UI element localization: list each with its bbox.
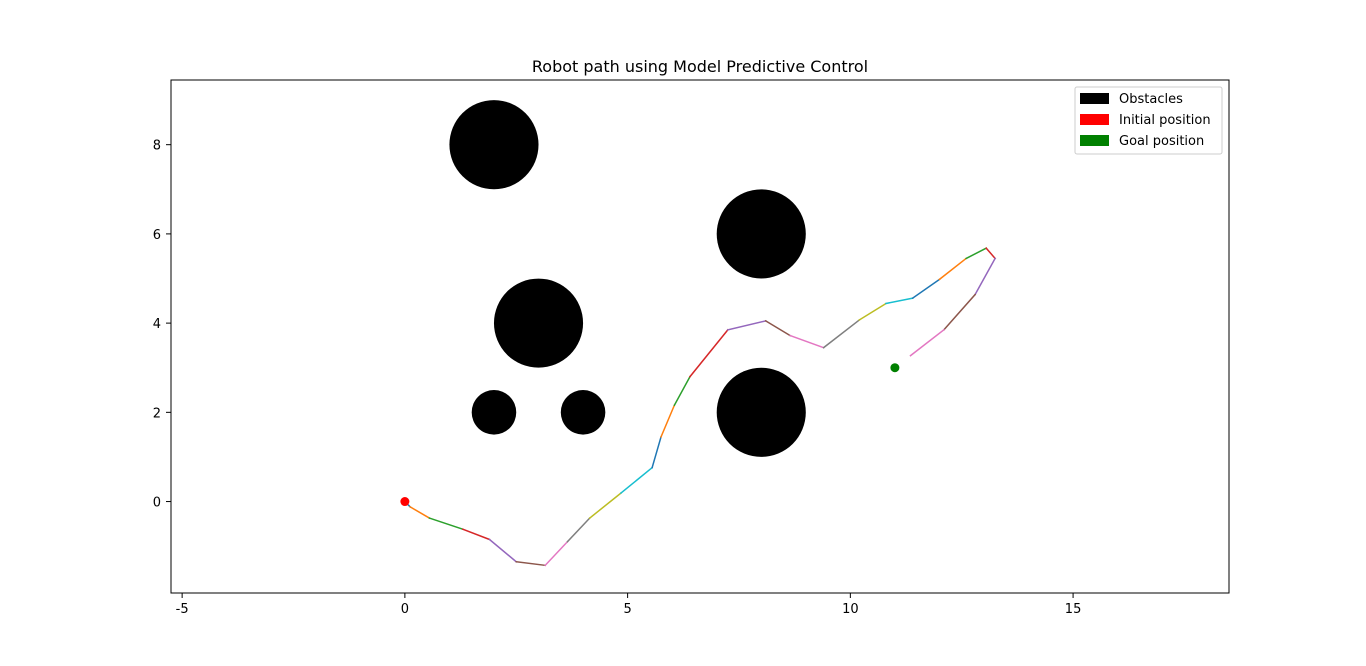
path-segment-17 bbox=[789, 334, 825, 349]
path-segment-3 bbox=[428, 517, 464, 531]
legend-swatch-goal-position bbox=[1080, 135, 1109, 146]
path-segment-23 bbox=[965, 247, 988, 260]
x-tick-label: -5 bbox=[176, 602, 189, 617]
path-segment-9 bbox=[588, 492, 622, 520]
path-segment-7 bbox=[544, 540, 569, 567]
path-segment-4 bbox=[461, 528, 491, 541]
initial-position-marker bbox=[400, 497, 410, 507]
legend-swatch-initial-position bbox=[1080, 114, 1109, 125]
obstacle-4 bbox=[471, 390, 517, 435]
axis-ticks: -5 0 5 10 15 0 2 4 6 8 bbox=[153, 139, 1082, 617]
path-segment-15 bbox=[726, 319, 767, 331]
plot-area bbox=[400, 100, 997, 567]
obstacle-5 bbox=[560, 390, 606, 435]
path-segment-6 bbox=[515, 560, 547, 567]
path-segment-5 bbox=[488, 538, 518, 563]
y-tick-label: 2 bbox=[153, 406, 161, 421]
goal-position-marker bbox=[890, 363, 900, 373]
path-segment-22 bbox=[938, 257, 968, 281]
obstacle-3 bbox=[493, 278, 584, 368]
path-segment-20 bbox=[885, 297, 914, 305]
x-tick-label: 5 bbox=[623, 602, 631, 617]
chart-title: Robot path using Model Predictive Contro… bbox=[532, 57, 868, 76]
legend: Obstacles Initial position Goal position bbox=[1074, 86, 1223, 155]
legend-label-goal-position: Goal position bbox=[1119, 134, 1204, 149]
legend-label-initial-position: Initial position bbox=[1119, 113, 1211, 128]
x-tick-label: 15 bbox=[1065, 602, 1082, 617]
x-tick-label: 0 bbox=[401, 602, 409, 617]
legend-label-obstacles: Obstacles bbox=[1119, 92, 1183, 107]
y-tick-label: 6 bbox=[153, 228, 161, 243]
path-segment-18 bbox=[822, 318, 861, 349]
legend-box bbox=[1074, 86, 1223, 155]
y-tick-label: 4 bbox=[153, 317, 161, 332]
path-segment-14 bbox=[688, 328, 729, 378]
legend-swatch-obstacles bbox=[1080, 93, 1109, 104]
path-segment-27 bbox=[909, 328, 945, 357]
path-segment-2 bbox=[409, 505, 431, 520]
y-tick-label: 8 bbox=[153, 139, 161, 154]
axes-frame bbox=[170, 79, 1230, 594]
path-segment-11 bbox=[651, 435, 662, 469]
path-segment-12 bbox=[660, 404, 676, 438]
path-segment-13 bbox=[673, 375, 691, 407]
path-segment-10 bbox=[619, 466, 654, 495]
path-segment-26 bbox=[942, 293, 977, 331]
path-segment-19 bbox=[858, 302, 888, 322]
x-tick-label: 10 bbox=[842, 602, 859, 617]
path-segment-21 bbox=[911, 278, 941, 300]
path-segment-16 bbox=[764, 319, 792, 337]
obstacle-2 bbox=[716, 189, 806, 279]
path-segment-25 bbox=[974, 257, 997, 296]
path-segment-8 bbox=[566, 516, 591, 543]
y-tick-label: 0 bbox=[153, 496, 161, 511]
path-segment-24 bbox=[985, 247, 997, 260]
obstacle-1 bbox=[449, 100, 539, 190]
obstacle-6 bbox=[716, 367, 806, 457]
